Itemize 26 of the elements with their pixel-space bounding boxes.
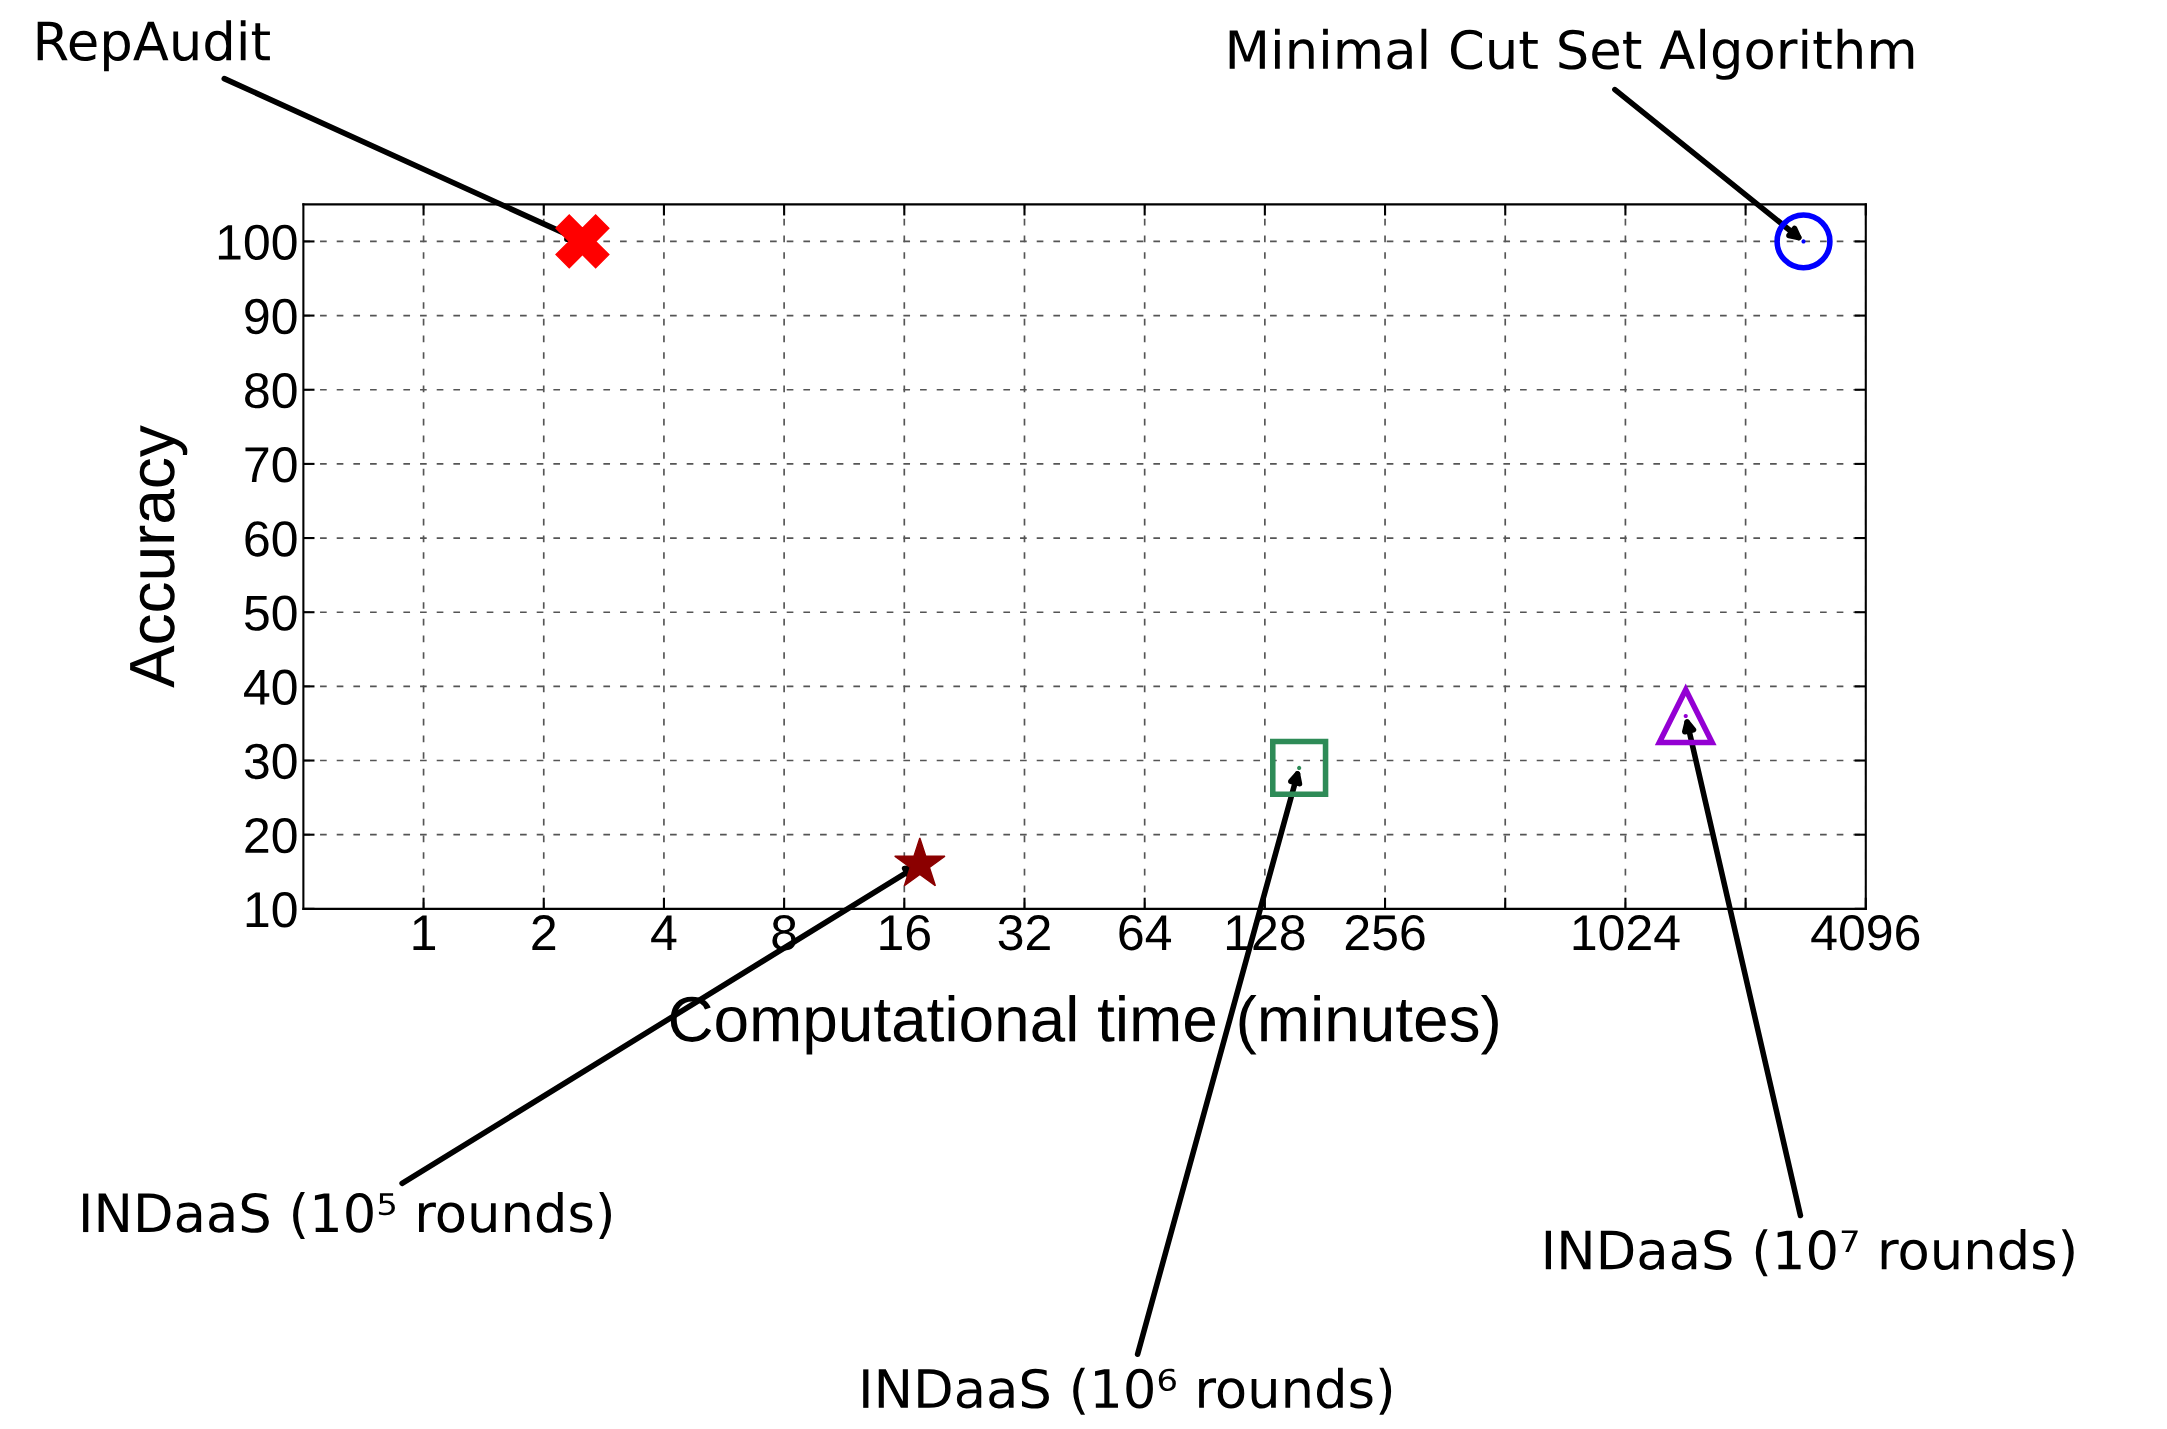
annotation: Minimal Cut Set Algorithm: [1229, 28, 1914, 80]
x-axis-title: Computational time (minutes): [670, 995, 1498, 1055]
y-tick-label: 100: [218, 224, 297, 261]
x-tick-label: 1024: [1573, 915, 1680, 951]
annotation: INDaaS (10⁷ rounds): [1545, 1229, 2074, 1277]
x-tick-label: 4096: [1811, 915, 1920, 951]
annotation: RepAudit: [37, 20, 270, 72]
y-tick-label: 40: [244, 669, 297, 705]
x-tick-label: 64: [1119, 915, 1172, 951]
y-tick-label: 70: [245, 447, 297, 483]
annotation: INDaaS (10⁶ rounds): [863, 1367, 1392, 1415]
x-tick-label: 4: [651, 915, 677, 950]
y-tick-label: 60: [245, 521, 297, 557]
y-tick-label: 90: [245, 298, 297, 335]
x-tick-label: 1: [413, 915, 436, 950]
y-tick-label: 10: [246, 892, 297, 928]
y-tick-label: 80: [245, 372, 297, 409]
x-tick-label: 16: [880, 915, 930, 951]
x-tick-label: 2: [532, 915, 556, 950]
x-tick-label: 32: [998, 915, 1050, 951]
y-tick-label: 50: [244, 595, 297, 631]
y-axis-title: Accuracy: [130, 425, 188, 688]
x-tick-label: 256: [1345, 915, 1425, 951]
y-tick-label: 30: [244, 743, 297, 780]
y-tick-label: 20: [245, 817, 297, 854]
annotation: INDaaS (10⁵ rounds): [83, 1191, 611, 1240]
